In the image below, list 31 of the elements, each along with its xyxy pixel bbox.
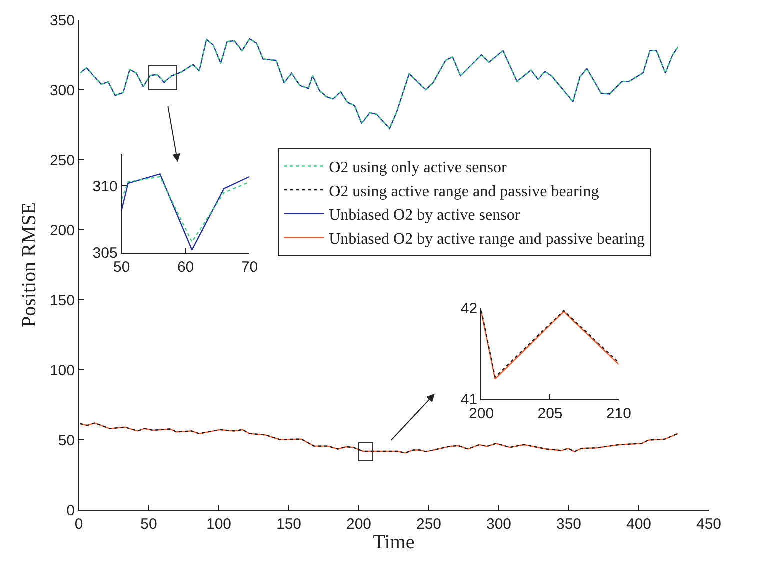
x-tick-label: 70 (241, 258, 258, 276)
y-tick-label: 310 (92, 178, 118, 196)
legend-label: Unbiased O2 by active sensor (329, 207, 521, 224)
y-tick-label: 350 (50, 12, 75, 30)
y-axis-title: Position RMSE (18, 202, 40, 328)
y-tick-label: 200 (50, 222, 75, 240)
x-tick-label: 205 (538, 405, 563, 422)
legend-label: Unbiased O2 by active range and passive bearing (329, 230, 645, 248)
x-tick-label: 50 (140, 516, 158, 533)
y-tick-label: 0 (66, 502, 75, 520)
y-tick-label: 150 (50, 292, 75, 310)
x-tick-label: 60 (177, 258, 194, 276)
legend-label: O2 using only active sensor (329, 160, 508, 177)
x-tick-label: 400 (626, 516, 652, 533)
x-tick-label: 200 (346, 516, 372, 533)
y-tick-label: 50 (58, 432, 75, 450)
line-series (80, 38, 679, 130)
x-tick-label: 300 (486, 516, 512, 533)
x-tick-label: 350 (556, 516, 582, 533)
x-tick-label: 150 (276, 516, 302, 533)
x-tick-label: 250 (416, 516, 442, 533)
y-tick-label: 250 (50, 152, 75, 170)
x-axis-title: Time (373, 532, 415, 554)
y-tick-label: 100 (50, 362, 75, 380)
y-tick-label: 41 (460, 392, 478, 409)
legend-label: O2 using active range and passive bearing (329, 183, 600, 200)
x-tick-label: 100 (206, 516, 232, 533)
y-tick-label: 300 (50, 82, 75, 100)
x-tick-label: 210 (606, 405, 632, 422)
y-tick-label: 42 (460, 300, 478, 318)
x-tick-label: 450 (696, 516, 722, 533)
